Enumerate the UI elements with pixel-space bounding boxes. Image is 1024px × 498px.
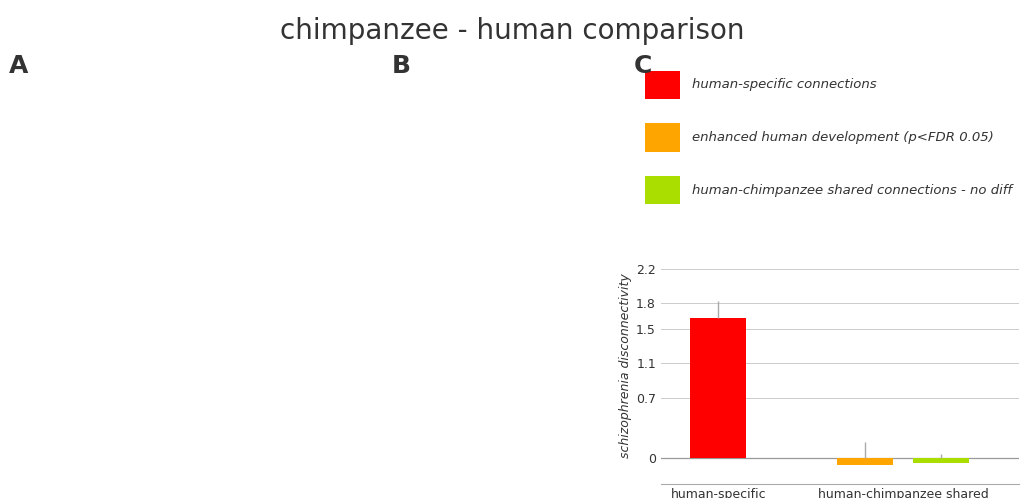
Bar xyxy=(645,123,680,152)
Text: human-chimpanzee shared connections - no diff: human-chimpanzee shared connections - no… xyxy=(692,184,1012,197)
Text: A: A xyxy=(9,54,29,78)
Bar xyxy=(645,71,680,99)
Text: chimpanzee - human comparison: chimpanzee - human comparison xyxy=(280,17,744,45)
Text: enhanced human development (p<FDR 0.05): enhanced human development (p<FDR 0.05) xyxy=(692,131,993,144)
Text: B: B xyxy=(391,54,411,78)
Text: C: C xyxy=(634,54,652,78)
Text: human-specific connections: human-specific connections xyxy=(692,78,877,91)
Bar xyxy=(645,176,680,204)
